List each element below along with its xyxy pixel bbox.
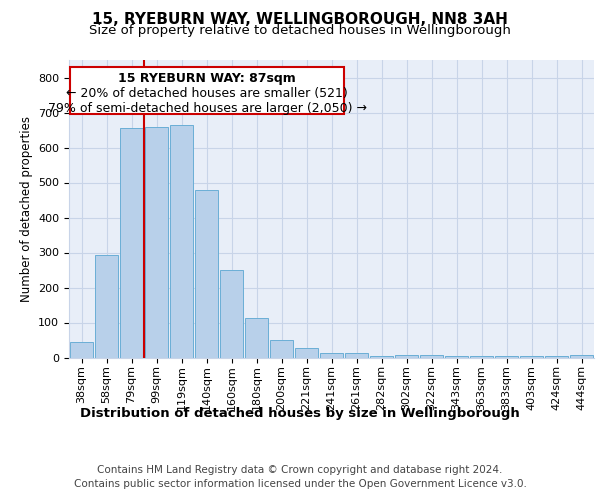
Bar xyxy=(70,67,344,114)
Bar xyxy=(470,356,493,358)
Bar xyxy=(295,348,318,358)
Y-axis label: Number of detached properties: Number of detached properties xyxy=(20,116,32,302)
Text: 15 RYEBURN WAY: 87sqm: 15 RYEBURN WAY: 87sqm xyxy=(118,72,296,86)
Bar xyxy=(345,352,368,358)
Bar xyxy=(545,356,568,358)
Bar xyxy=(220,270,243,358)
Bar xyxy=(370,356,393,358)
Text: ← 20% of detached houses are smaller (521): ← 20% of detached houses are smaller (52… xyxy=(66,88,348,101)
Text: Contains HM Land Registry data © Crown copyright and database right 2024.
Contai: Contains HM Land Registry data © Crown c… xyxy=(74,465,526,489)
Bar xyxy=(170,125,193,358)
Bar xyxy=(95,255,118,358)
Bar xyxy=(495,356,518,358)
Bar xyxy=(570,356,593,358)
Text: 79% of semi-detached houses are larger (2,050) →: 79% of semi-detached houses are larger (… xyxy=(47,102,367,116)
Bar xyxy=(145,127,168,358)
Bar xyxy=(195,190,218,358)
Bar xyxy=(395,355,418,358)
Bar xyxy=(270,340,293,357)
Bar xyxy=(70,342,93,357)
Text: Size of property relative to detached houses in Wellingborough: Size of property relative to detached ho… xyxy=(89,24,511,37)
Bar xyxy=(120,128,143,358)
Bar xyxy=(520,356,543,358)
Text: 15, RYEBURN WAY, WELLINGBOROUGH, NN8 3AH: 15, RYEBURN WAY, WELLINGBOROUGH, NN8 3AH xyxy=(92,12,508,28)
Bar xyxy=(420,354,443,358)
Bar xyxy=(245,318,268,358)
Bar xyxy=(445,356,468,358)
Bar xyxy=(320,352,343,358)
Text: Distribution of detached houses by size in Wellingborough: Distribution of detached houses by size … xyxy=(80,408,520,420)
